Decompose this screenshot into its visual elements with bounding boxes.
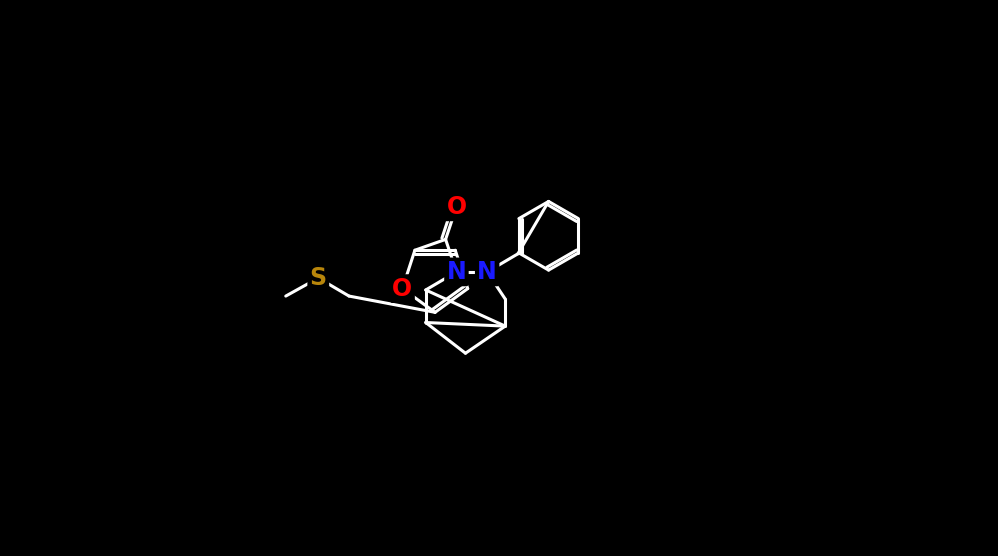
Text: S: S: [309, 266, 327, 290]
Text: N: N: [477, 260, 497, 284]
Text: N: N: [446, 260, 466, 284]
Text: O: O: [392, 276, 412, 301]
Text: O: O: [446, 195, 466, 219]
